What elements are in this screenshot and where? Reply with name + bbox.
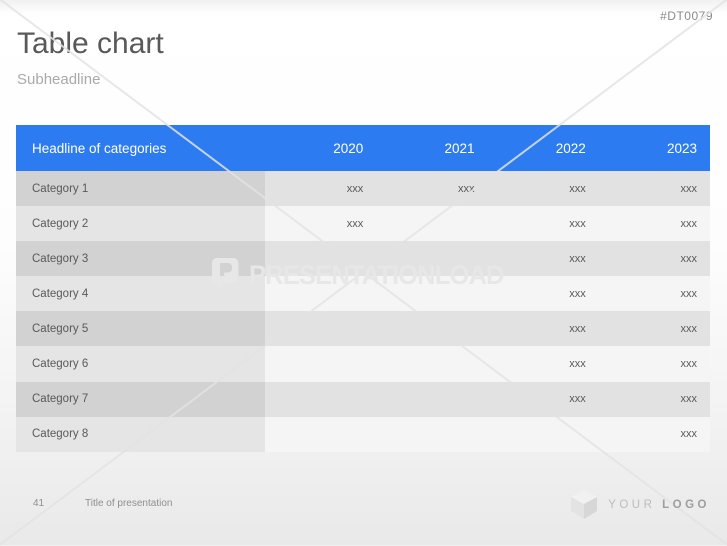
table-row: Category 8 xxx	[16, 416, 710, 452]
category-cell: Category 2	[16, 206, 265, 242]
value-cell: xxx	[598, 311, 710, 347]
value-cell: xxx	[598, 241, 710, 277]
data-table: Headline of categories 2020 2021 2022 20…	[16, 125, 710, 452]
value-cell: xxx	[598, 346, 710, 382]
value-cell: xxx	[598, 276, 710, 312]
value-cell: xxx	[598, 206, 710, 242]
table-header-categories: Headline of categories	[32, 140, 167, 156]
table-header-row: Headline of categories 2020 2021 2022 20…	[16, 125, 710, 171]
value-cell: xxx	[487, 171, 599, 207]
category-cell: Category 1	[16, 171, 265, 207]
value-cell: xxx	[265, 171, 377, 207]
value-cell: xxx	[598, 381, 710, 417]
value-cell	[376, 346, 488, 382]
footer-logo-text: YOUR LOGO	[608, 499, 710, 511]
logo-word-logo: LOGO	[662, 499, 710, 511]
value-cell	[265, 381, 377, 417]
value-cell	[376, 276, 488, 312]
presentation-title: Title of presentation	[85, 498, 173, 509]
table-body: Category 1 xxx xxx xxx xxx Category 2 xx…	[16, 171, 710, 452]
value-cell	[376, 381, 488, 417]
category-cell: Category 6	[16, 346, 265, 382]
table-header-2020: 2020	[333, 140, 364, 156]
footer-logo: YOUR LOGO	[571, 490, 710, 520]
value-cell	[487, 416, 599, 452]
category-cell: Category 3	[16, 241, 265, 277]
value-cell: xxx	[376, 171, 488, 207]
value-cell: xxx	[487, 381, 599, 417]
value-cell: xxx	[598, 416, 710, 452]
value-cell: xxx	[487, 276, 599, 312]
value-cell	[265, 276, 377, 312]
value-cell	[265, 241, 377, 277]
table-row: Category 3 xxx xxx	[16, 241, 710, 277]
table-header-2022: 2022	[555, 140, 586, 156]
value-cell: xxx	[487, 311, 599, 347]
table-row: Category 7 xxx xxx	[16, 381, 710, 417]
table-header-2023: 2023	[666, 140, 697, 156]
value-cell	[376, 416, 488, 452]
value-cell	[265, 311, 377, 347]
value-cell: xxx	[598, 171, 710, 207]
cube-logo-icon	[571, 490, 598, 519]
value-cell	[376, 311, 488, 347]
table-row: Category 2 xxx xxx xxx	[16, 206, 710, 242]
value-cell: xxx	[487, 206, 599, 242]
logo-word-your: YOUR	[608, 499, 656, 511]
value-cell	[376, 206, 488, 242]
category-cell: Category 7	[16, 381, 265, 417]
category-cell: Category 4	[16, 276, 265, 312]
page-title: Table chart	[17, 27, 164, 60]
table-row: Category 1 xxx xxx xxx xxx	[16, 171, 710, 207]
table-row: Category 4 xxx xxx	[16, 276, 710, 312]
table-row: Category 6 xxx xxx	[16, 346, 710, 382]
category-cell: Category 5	[16, 311, 265, 347]
value-cell: xxx	[487, 346, 599, 382]
table-row: Category 5 xxx xxx	[16, 311, 710, 347]
value-cell	[376, 241, 488, 277]
page-subheadline: Subheadline	[17, 71, 101, 88]
value-cell: xxx	[265, 206, 377, 242]
value-cell	[265, 346, 377, 382]
category-cell: Category 8	[16, 416, 265, 452]
table-header-2021: 2021	[444, 140, 475, 156]
page-number: 41	[33, 498, 45, 509]
value-cell: xxx	[487, 241, 599, 277]
slide-code: #DT0079	[660, 9, 713, 23]
value-cell	[265, 416, 377, 452]
